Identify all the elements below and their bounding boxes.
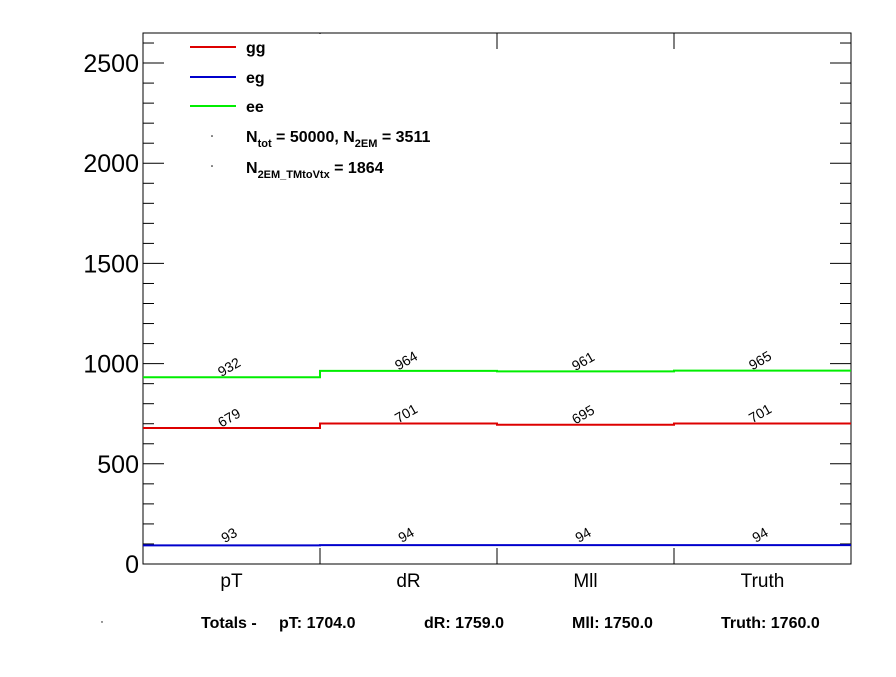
y-tick-label: 500 — [97, 451, 139, 479]
series-line-gg — [143, 424, 851, 428]
data-label-eg: 94 — [572, 524, 594, 546]
data-label-eg: 94 — [749, 524, 771, 546]
legend-note-marker — [211, 165, 213, 167]
y-tick-label: 2000 — [83, 150, 139, 178]
x-category-label: dR — [396, 571, 420, 592]
x-category-label: Mll — [573, 571, 597, 592]
series-group — [143, 371, 851, 546]
data-label-gg: 701 — [746, 400, 774, 426]
data-label-gg: 701 — [392, 400, 420, 426]
data-label-ee: 961 — [569, 348, 597, 374]
total-dr: dR: 1759.0 — [424, 615, 504, 632]
data-label-gg: 679 — [215, 405, 243, 431]
data-label-gg: 695 — [569, 402, 597, 428]
legend-label-eg: eg — [246, 70, 265, 87]
legend-background — [185, 34, 447, 184]
data-label-eg: 94 — [395, 524, 417, 546]
total-mll: Mll: 1750.0 — [572, 615, 653, 632]
y-tick-label: 1500 — [83, 250, 139, 278]
y-tick-label: 0 — [125, 551, 139, 579]
legend-label-ee: ee — [246, 99, 264, 116]
series-line-ee — [143, 371, 851, 378]
data-label-eg: 93 — [218, 524, 240, 546]
legend-note-marker — [211, 135, 213, 137]
y-tick-label: 1000 — [83, 351, 139, 379]
total-truth: Truth: 1760.0 — [721, 615, 820, 632]
data-label-ee: 932 — [215, 354, 243, 380]
data-label-ee: 964 — [392, 348, 420, 374]
legend-label-gg: gg — [246, 40, 266, 57]
footer-marker — [101, 621, 102, 622]
totals-prefix: Totals - — [201, 615, 257, 632]
total-pt: pT: 1704.0 — [279, 615, 356, 632]
y-tick-label: 2500 — [83, 50, 139, 78]
x-category-label: pT — [220, 571, 243, 592]
data-label-ee: 965 — [746, 347, 774, 373]
x-category-label: Truth — [741, 571, 785, 592]
